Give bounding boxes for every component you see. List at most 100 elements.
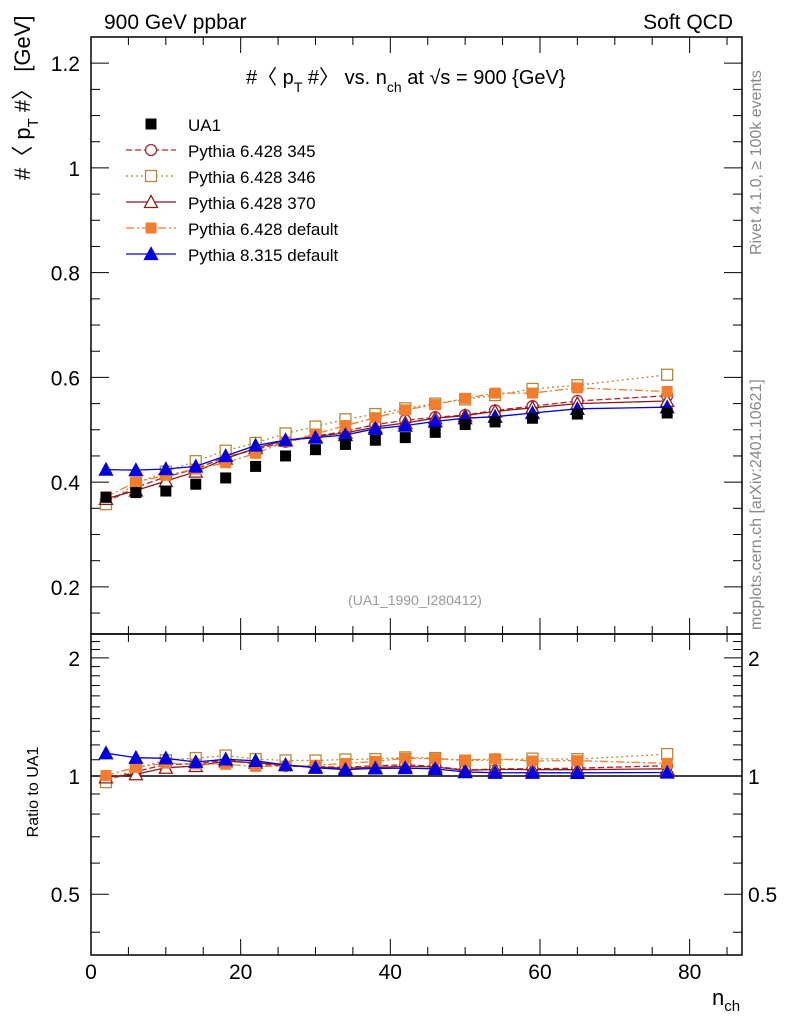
x-tick-label: 60 <box>528 961 551 984</box>
legend-marker-1 <box>144 169 158 183</box>
series-point-4 <box>367 420 383 435</box>
ratio-y-axis-label: Ratio to UA1 <box>25 747 42 838</box>
data-point-ua1 <box>571 408 583 420</box>
legend-label-4: Pythia 8.315 default <box>188 246 339 265</box>
x-tick-label: 80 <box>678 961 701 984</box>
ratio-point-4 <box>659 764 675 779</box>
ratio-tick-label: 1 <box>68 766 80 789</box>
data-point-ua1 <box>429 426 441 438</box>
xlabel-main: n <box>712 985 724 1010</box>
legend-label-ua1: UA1 <box>188 116 221 135</box>
ratio-point-3 <box>459 754 471 766</box>
series-point-3 <box>130 476 142 488</box>
ratio-point-3 <box>130 761 142 773</box>
y-tick-label: 0.8 <box>51 263 80 286</box>
title-sub1: T <box>294 79 303 95</box>
ratio-point-4 <box>158 750 174 765</box>
series-point-3 <box>339 420 351 432</box>
ratio-point-3 <box>100 770 112 782</box>
ratio-point-3 <box>571 755 583 767</box>
legend: UA1 Pythia 6.428 345 Pythia 6.428 346 Pythi… <box>126 116 339 265</box>
ratio-tick-label-right: 0.5 <box>748 884 777 907</box>
series-point-3 <box>429 399 441 411</box>
y-axis-label: #〈 pT #〉 [GeV] <box>10 16 42 180</box>
data-point-ua1 <box>130 487 142 499</box>
series-point-3 <box>526 387 538 399</box>
y-tick-label: 0.2 <box>51 577 80 600</box>
legend-label-2: Pythia 6.428 370 <box>188 194 316 213</box>
legend-label-3: Pythia 6.428 default <box>188 220 339 239</box>
data-point-ua1 <box>369 434 381 446</box>
series-point-3 <box>160 469 172 481</box>
ratio-point-4 <box>569 764 585 779</box>
ratio-plot-frame <box>90 633 743 956</box>
data-point-ua1 <box>280 450 292 462</box>
legend-marker-0 <box>144 143 158 157</box>
data-point-ua1 <box>100 491 112 503</box>
series-point-4 <box>397 417 413 432</box>
legend-label-0: Pythia 6.428 345 <box>188 142 316 161</box>
ratio-series <box>98 745 675 789</box>
title-sub2: ch <box>387 79 402 95</box>
analysis-watermark: (UA1_1990_I280412) <box>348 592 482 608</box>
ratio-point-4 <box>98 745 114 760</box>
data-point-ua1 <box>399 432 411 444</box>
series-point-3 <box>250 447 262 459</box>
data-point-ua1 <box>661 407 673 419</box>
header-right: Soft QCD <box>643 11 733 34</box>
series-line-3 <box>105 387 668 498</box>
series-point-4 <box>248 437 264 452</box>
title-main: #〈 p <box>246 67 294 89</box>
ratio-tick-label: 0.5 <box>51 884 80 907</box>
data-point-ua1 <box>339 438 351 450</box>
series-line-1 <box>105 374 668 505</box>
ratio-point-3 <box>526 755 538 767</box>
series-point-3 <box>661 386 673 398</box>
ratio-point-4 <box>128 749 144 764</box>
series-point-3 <box>369 412 381 424</box>
series-point-4 <box>277 432 294 447</box>
title-end: at √s = 900 {GeV} <box>402 67 566 89</box>
ratio-tick-label: 2 <box>68 648 80 671</box>
series-point-3 <box>220 457 232 469</box>
ratio-point-4 <box>487 764 503 779</box>
ratio-point-4 <box>188 754 204 769</box>
series-point-4 <box>188 458 204 473</box>
ratio-tick-label-right: 2 <box>748 648 760 671</box>
x-tick-label: 20 <box>229 961 252 984</box>
legend-label-1: Pythia 6.428 346 <box>188 168 316 187</box>
data-point-ua1 <box>459 419 471 431</box>
ratio-point-3 <box>429 753 441 765</box>
x-axis-label: nch <box>712 985 740 1015</box>
x-tick-label: 40 <box>379 961 402 984</box>
ratio-point-2 <box>128 766 144 781</box>
ratio-point-4 <box>367 760 383 775</box>
header-left: 900 GeV ppbar <box>104 11 246 34</box>
y-tick-label: 1 <box>68 158 80 181</box>
ratio-point-4 <box>307 759 324 774</box>
xlabel-sub: ch <box>724 998 740 1015</box>
ratio-point-4 <box>337 761 354 776</box>
series-point-4 <box>128 462 144 477</box>
y-tick-label: 0.6 <box>51 367 80 390</box>
ylabel-sub: T <box>25 118 42 127</box>
data-point-ua1 <box>190 478 202 490</box>
data-point-ua1 <box>250 460 262 472</box>
plot-series <box>98 368 675 511</box>
y-tick-label: 0.4 <box>51 472 81 495</box>
data-point-ua1 <box>220 472 232 484</box>
data-point-ua1 <box>489 416 501 428</box>
series-point-3 <box>459 392 471 404</box>
ratio-tick-label-right: 1 <box>748 766 760 789</box>
ratio-point-4 <box>397 760 413 775</box>
data-point-ua1 <box>160 485 172 497</box>
series-point-3 <box>399 404 411 416</box>
data-point-ua1 <box>309 444 321 456</box>
ratio-point-3 <box>399 752 411 764</box>
x-tick-label: 0 <box>85 961 97 984</box>
data-point-ua1 <box>526 412 538 424</box>
series-point-4 <box>98 461 114 476</box>
ratio-point-4 <box>218 751 234 766</box>
series-point-3 <box>489 387 501 399</box>
